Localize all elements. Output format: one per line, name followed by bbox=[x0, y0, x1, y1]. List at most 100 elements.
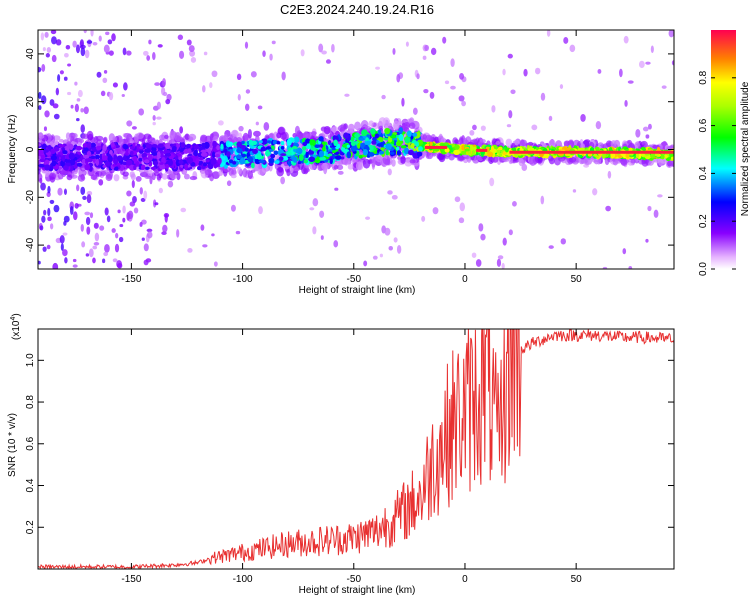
heatmap-cell bbox=[179, 50, 185, 60]
heatmap-cell bbox=[114, 243, 120, 253]
heatmap-cell bbox=[226, 180, 232, 187]
heatmap-cell bbox=[458, 217, 465, 224]
heatmap-cell bbox=[255, 121, 259, 126]
heatmap-cell bbox=[619, 68, 623, 78]
heatmap-cell bbox=[508, 110, 513, 119]
heatmap-cell bbox=[347, 163, 354, 170]
heatmap-cell bbox=[140, 197, 146, 202]
heatmap-cell bbox=[491, 105, 496, 113]
heatmap-cell bbox=[312, 198, 319, 207]
heatmap-cell bbox=[143, 243, 149, 252]
heatmap-cell bbox=[110, 142, 115, 148]
heatmap-cell bbox=[124, 144, 129, 150]
heatmap-cell bbox=[396, 140, 402, 147]
heatmap-cell bbox=[80, 223, 84, 232]
heatmap-cell bbox=[241, 153, 247, 158]
heatmap-cell bbox=[661, 85, 667, 89]
heatmap-cell bbox=[196, 166, 202, 171]
heatmap-cell bbox=[81, 241, 86, 248]
heatmap-cell bbox=[400, 155, 406, 164]
heatmap-cell bbox=[354, 132, 361, 138]
heatmap-cell bbox=[156, 173, 162, 181]
heatmap-cell bbox=[256, 153, 263, 160]
heatmap-cell bbox=[92, 245, 98, 250]
heatmap-cell bbox=[141, 219, 147, 225]
heatmap-cell bbox=[80, 186, 86, 196]
heatmap-cell bbox=[349, 123, 354, 133]
heatmap-cell bbox=[126, 159, 133, 166]
heatmap-cell bbox=[412, 148, 417, 152]
heatmap-cell bbox=[88, 248, 94, 258]
heatmap-cell bbox=[502, 68, 506, 76]
heatmap-cell bbox=[507, 53, 513, 59]
heatmap-cell bbox=[392, 120, 400, 130]
heatmap-cell bbox=[417, 146, 423, 152]
heatmap-cell bbox=[64, 257, 68, 264]
heatmap-cell bbox=[86, 40, 93, 44]
heatmap-cell bbox=[650, 45, 654, 54]
heatmap-cell bbox=[186, 143, 191, 149]
heatmap-cell bbox=[193, 145, 200, 150]
heatmap-cell bbox=[480, 125, 486, 131]
heatmap-cell bbox=[559, 84, 564, 90]
heatmap-cell bbox=[308, 156, 316, 162]
snr-axes: -150 -100 -50 0 50 0.2 0.4 0.6 0.8 1.0 bbox=[25, 329, 674, 585]
heatmap-cell bbox=[268, 148, 274, 152]
heatmap-cell bbox=[46, 47, 52, 53]
heatmap-cell bbox=[392, 132, 398, 135]
y-tick-label: -20 bbox=[25, 190, 36, 205]
heatmap-cell bbox=[396, 150, 402, 156]
heatmap-cell bbox=[213, 261, 218, 267]
heatmap-cell bbox=[67, 63, 72, 67]
heatmap-cell bbox=[519, 148, 524, 152]
heatmap-cell bbox=[220, 143, 224, 150]
heatmap-cell bbox=[95, 145, 102, 151]
y-tick-label: 20 bbox=[25, 96, 36, 108]
heatmap-cell bbox=[104, 161, 110, 167]
heatmap-peak bbox=[424, 145, 448, 149]
x-tick-label: 0 bbox=[462, 574, 468, 585]
heatmap-cell bbox=[49, 223, 54, 230]
heatmap-cell bbox=[344, 93, 350, 97]
heatmap-cell bbox=[44, 159, 50, 165]
heatmap-cell bbox=[84, 211, 91, 216]
heatmap-cell bbox=[179, 126, 184, 134]
heatmap-cell bbox=[280, 141, 285, 146]
heatmap-cell bbox=[244, 41, 249, 49]
heatmap-cell bbox=[424, 44, 429, 52]
heatmap-cell bbox=[363, 260, 368, 267]
heatmap-cell bbox=[174, 131, 182, 142]
heatmap-cell bbox=[58, 138, 64, 143]
heatmap-cell bbox=[186, 156, 194, 164]
heatmap-cell bbox=[401, 97, 405, 107]
heatmap-cell bbox=[350, 145, 358, 152]
heatmap-cell bbox=[209, 173, 215, 182]
heatmap-cell bbox=[354, 121, 361, 131]
heatmap-cell bbox=[263, 122, 270, 131]
heatmap-cell bbox=[77, 151, 81, 155]
heatmap-cell bbox=[337, 170, 344, 175]
x-tick-label: -50 bbox=[347, 274, 362, 285]
heatmap-cell bbox=[200, 152, 208, 157]
heatmap-cell bbox=[50, 30, 57, 35]
heatmap-cell bbox=[518, 156, 524, 167]
heatmap-cell bbox=[647, 205, 652, 212]
heatmap-cell bbox=[69, 205, 74, 215]
heatmap-cell bbox=[44, 110, 50, 118]
heatmap-cell bbox=[106, 215, 111, 223]
heatmap-cell bbox=[61, 168, 67, 178]
heatmap-cell bbox=[169, 130, 175, 141]
heatmap-cell bbox=[334, 187, 339, 191]
heatmap-cell bbox=[305, 138, 311, 144]
heatmap-cell bbox=[301, 146, 307, 151]
heatmap-cell bbox=[450, 85, 456, 90]
heatmap-cell bbox=[432, 207, 439, 215]
heatmap-cell bbox=[548, 245, 554, 249]
heatmap-cell bbox=[43, 209, 47, 216]
snr-y-scale-base: (x10 bbox=[11, 320, 22, 340]
heatmap-cell bbox=[567, 140, 574, 147]
heatmap-cell bbox=[200, 149, 208, 153]
heatmap-cell bbox=[133, 164, 137, 171]
heatmap-cell bbox=[107, 39, 113, 45]
heatmap-cell bbox=[495, 140, 501, 145]
